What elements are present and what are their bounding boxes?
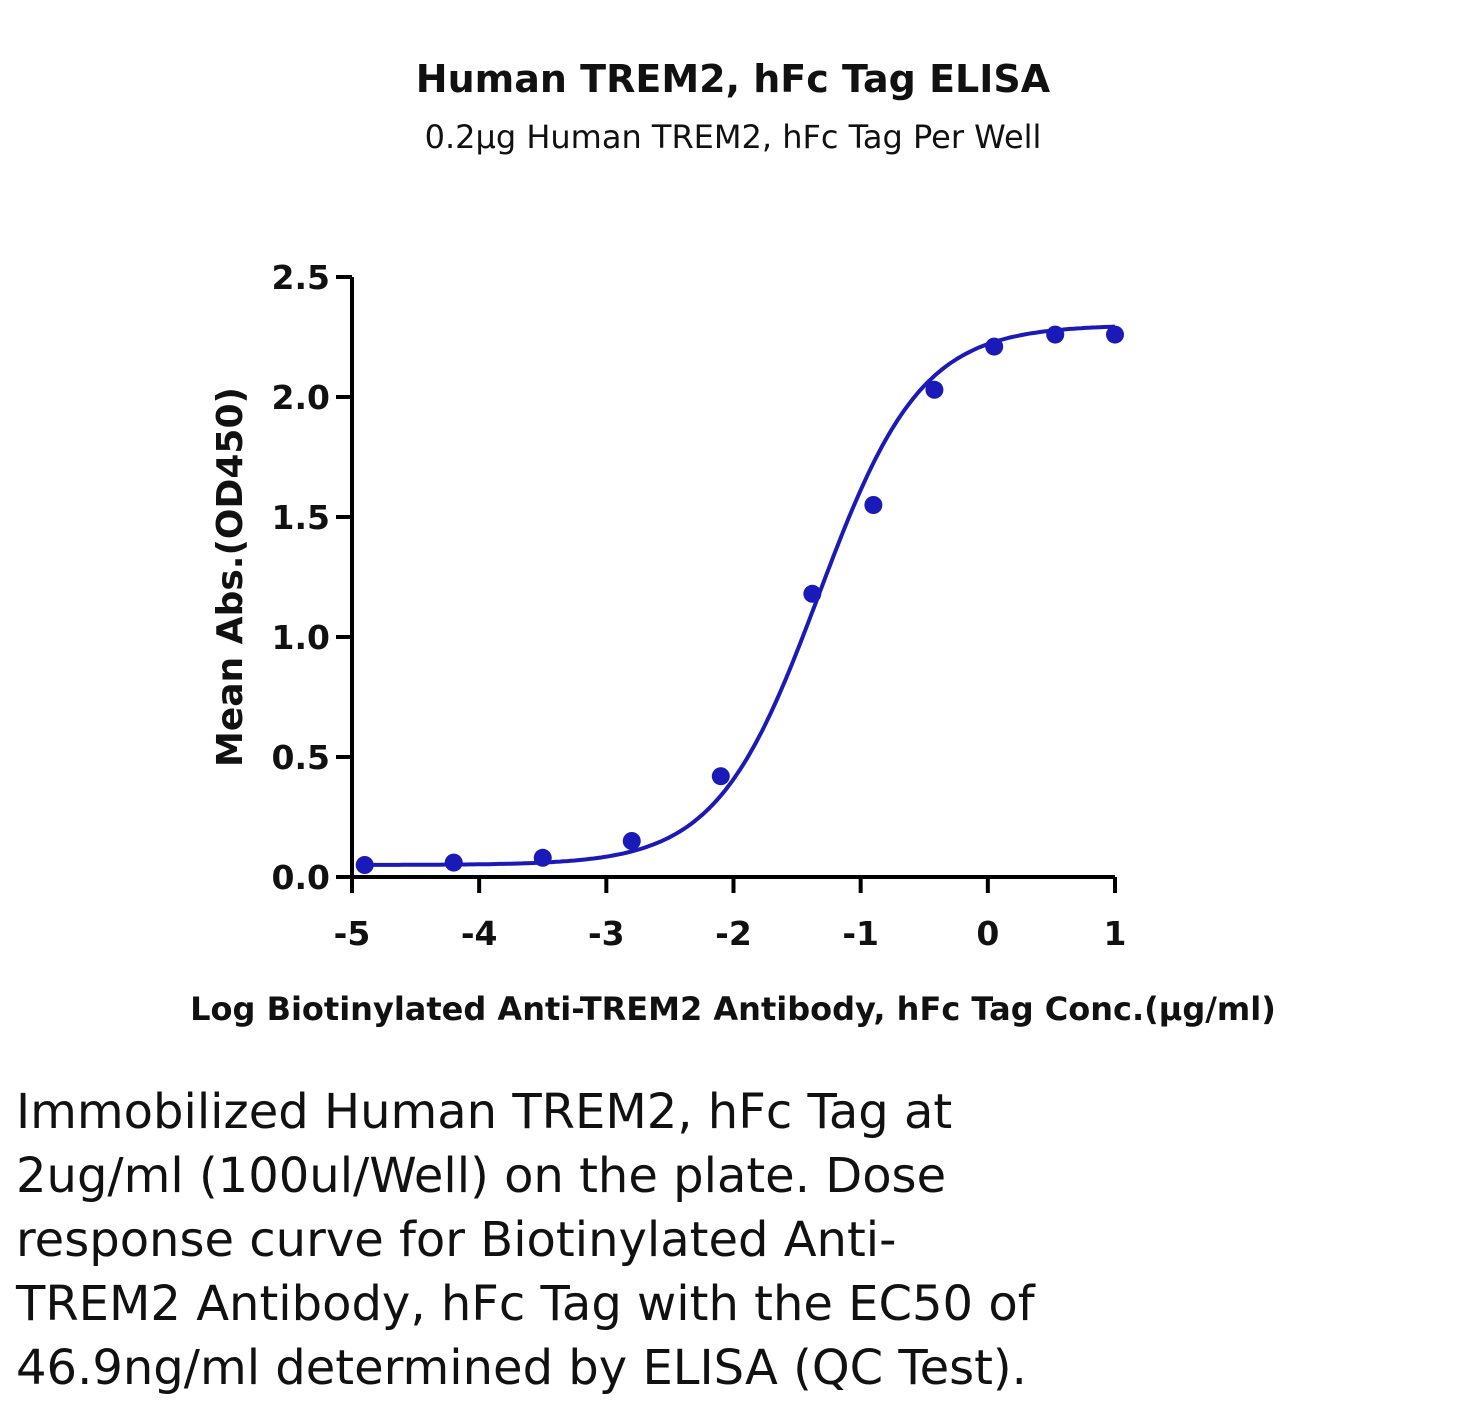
x-tick-label: 1: [1104, 914, 1127, 953]
x-tick-label: -2: [715, 914, 752, 953]
fit-curve: [364, 324, 1116, 867]
data-point: [355, 856, 374, 874]
x-tick-label: 0: [976, 914, 999, 953]
data-point: [803, 584, 822, 603]
data-point: [622, 832, 641, 850]
data-point: [1046, 325, 1065, 344]
data-point: [864, 496, 883, 514]
x-tick-label: -3: [588, 914, 625, 953]
y-tick-label: 0.5: [272, 738, 330, 777]
x-tick-label: -5: [334, 914, 371, 953]
x-tick-label: -4: [461, 914, 498, 953]
caption-line: 2ug/ml (100ul/Well) on the plate. Dose: [16, 1148, 947, 1204]
data-point: [444, 853, 463, 872]
caption-line: 46.9ng/ml determined by ELISA (QC Test).: [16, 1340, 1027, 1396]
elisa-chart: Human TREM2, hFc Tag ELISA 0.2μg Human T…: [190, 57, 1276, 1028]
x-axis: -5 -4 -3 -2 -1 0 1: [334, 875, 1127, 953]
y-tick-label: 1.5: [272, 498, 330, 537]
y-tick-label: 2.5: [272, 258, 330, 297]
x-axis-label: Log Biotinylated Anti-TREM2 Antibody, hF…: [190, 990, 1276, 1028]
y-tick-label: 0.0: [272, 858, 330, 897]
y-tick-label: 1.0: [272, 618, 330, 657]
data-point: [1106, 325, 1124, 344]
chart-title: Human TREM2, hFc Tag ELISA: [416, 57, 1051, 101]
data-point: [925, 380, 944, 399]
caption-line: TREM2 Antibody, hFc Tag with the EC50 of: [16, 1276, 1035, 1332]
chart-subtitle: 0.2μg Human TREM2, hFc Tag Per Well: [425, 118, 1042, 156]
y-tick-label: 2.0: [272, 378, 330, 417]
figure-caption: Immobilized Human TREM2, hFc Tag at 2ug/…: [16, 1080, 1216, 1400]
data-point: [711, 767, 730, 786]
caption-line: Immobilized Human TREM2, hFc Tag at: [16, 1084, 953, 1140]
y-axis: 0.0 0.5 1.0 1.5 2.0 2.5: [272, 258, 354, 897]
data-point: [533, 848, 552, 867]
data-points: [355, 325, 1124, 874]
y-axis-label: Mean Abs.(OD450): [210, 387, 251, 767]
data-point: [985, 337, 1004, 356]
x-tick-label: -1: [842, 914, 879, 953]
caption-line: response curve for Biotinylated Anti-: [16, 1212, 897, 1268]
